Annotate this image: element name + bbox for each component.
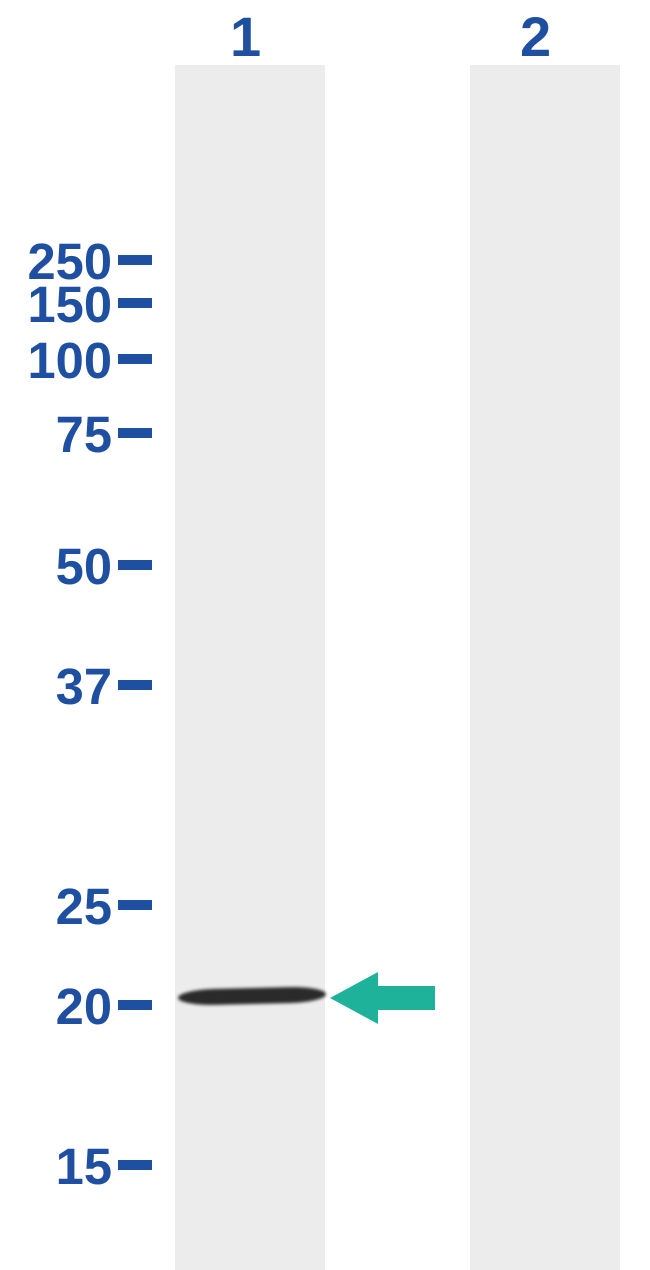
lane-header-2: 2: [520, 4, 551, 69]
marker-tick-150: [118, 298, 152, 308]
marker-tick-20: [118, 1000, 152, 1010]
arrow-icon: [330, 968, 435, 1028]
blot-canvas: 1 2 250 150 100 75 50 37 25 20 15: [0, 0, 650, 1270]
lane-header-1: 1: [230, 4, 261, 69]
marker-label-150: 150: [18, 275, 112, 334]
marker-tick-25: [118, 900, 152, 910]
marker-label-20: 20: [42, 977, 112, 1036]
marker-tick-250: [118, 255, 152, 265]
marker-tick-15: [118, 1160, 152, 1170]
lane-2: [470, 65, 620, 1270]
marker-tick-50: [118, 560, 152, 570]
marker-label-50: 50: [42, 537, 112, 596]
marker-label-37: 37: [42, 657, 112, 716]
marker-tick-100: [118, 354, 152, 364]
lane-1: [175, 65, 325, 1270]
marker-tick-37: [118, 680, 152, 690]
marker-tick-75: [118, 428, 152, 438]
marker-label-100: 100: [18, 331, 112, 390]
marker-label-75: 75: [42, 405, 112, 464]
marker-label-25: 25: [42, 877, 112, 936]
marker-label-15: 15: [42, 1137, 112, 1196]
